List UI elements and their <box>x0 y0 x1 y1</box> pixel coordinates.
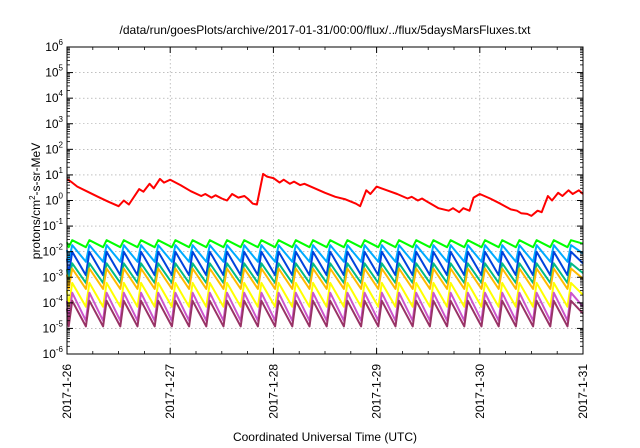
y-axis-label-base: protons/cm <box>29 200 43 259</box>
y-tick-label: 102 <box>45 140 63 156</box>
x-tick-label: 2017-1-26 <box>60 364 74 419</box>
x-tick-label: 2017-1-28 <box>266 364 280 419</box>
y-tick-label: 103 <box>45 115 63 131</box>
y-tick-label: 106 <box>45 38 63 54</box>
flux-series-line-1 <box>66 239 584 249</box>
flux-series-line-3 <box>66 250 584 277</box>
y-axis-label: protons/cm2-s-sr-MeV <box>28 143 43 259</box>
y-axis-label-sup: 2 <box>28 195 37 200</box>
x-axis-ticks: 2017-1-26 2017-1-27 2017-1-28 2017-1-29 2017… <box>60 47 590 419</box>
flux-series-line-2 <box>66 244 584 263</box>
y-tick-label: 105 <box>45 64 63 80</box>
chart-title: /data/run/goesPlots/archive/2017-01-31/0… <box>120 23 532 37</box>
y-tick-label: 10-6 <box>43 345 64 361</box>
y-tick-label: 10-1 <box>43 217 64 233</box>
y-axis-label-rest: -s-sr-MeV <box>29 143 43 196</box>
y-tick-label: 101 <box>45 166 63 182</box>
y-tick-label: 10-4 <box>43 294 64 310</box>
y-tick-label: 10-3 <box>43 268 64 284</box>
flux-series-line-5 <box>66 267 584 290</box>
flux-series-line-6 <box>66 281 584 308</box>
x-tick-label: 2017-1-30 <box>473 364 487 419</box>
flux-series-line-4 <box>66 262 584 284</box>
primary-flux-series-line <box>66 172 584 217</box>
y-axis-ticks: 10-6 10-5 10-4 10-3 10-2 10-1 100 101 102 103 104 1… <box>43 38 583 361</box>
y-tick-label: 10-5 <box>43 319 64 335</box>
x-tick-label: 2017-1-27 <box>163 364 177 419</box>
x-tick-label: 2017-1-29 <box>370 364 384 419</box>
flux-series-line-7 <box>66 291 584 322</box>
x-tick-label: 2017-1-31 <box>576 364 590 419</box>
y-tick-label: 10-2 <box>43 243 64 259</box>
flux-series-line-8 <box>66 299 584 328</box>
data-series <box>66 172 584 328</box>
x-axis-label: Coordinated Universal Time (UTC) <box>233 430 417 444</box>
y-tick-label: 104 <box>45 89 63 105</box>
y-tick-label: 100 <box>45 192 63 208</box>
